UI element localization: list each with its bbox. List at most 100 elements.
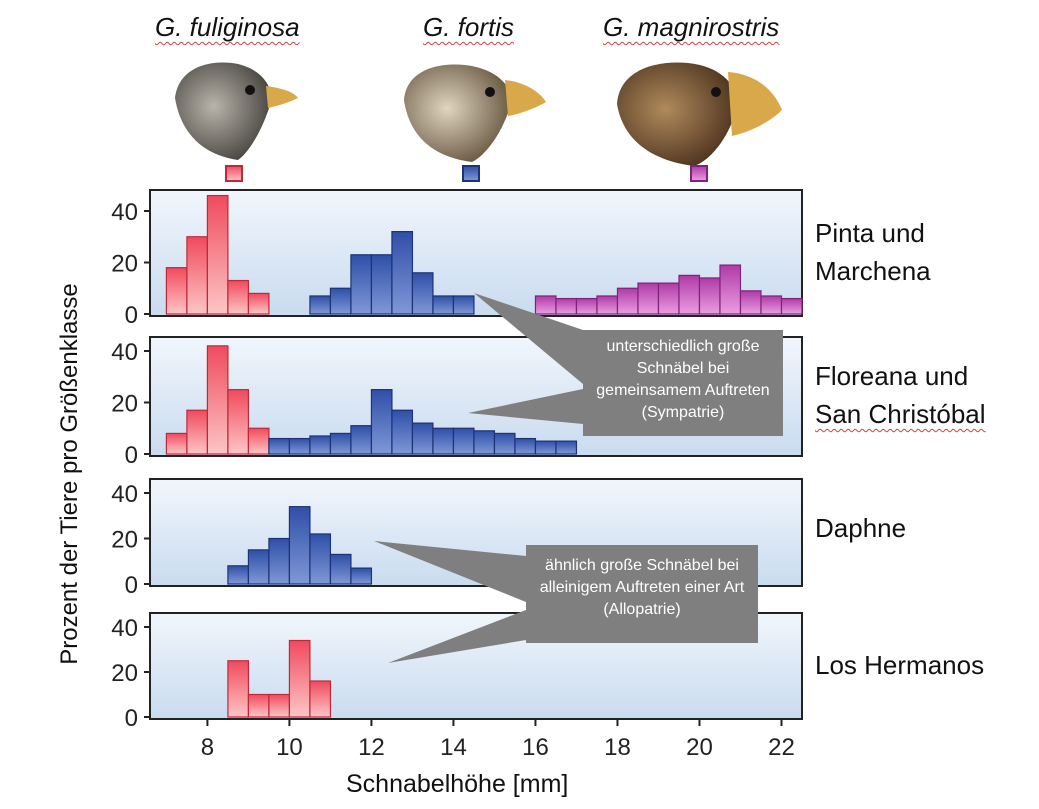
x-axis-label: Schnabelhöhe [mm] — [346, 770, 569, 798]
species-label-fuliginosa: G. fuliginosa — [155, 12, 300, 42]
histogram-bar — [534, 440, 557, 455]
island-label-pinta-marchena: Pinta und Marchena — [815, 214, 931, 290]
histogram-bar — [309, 680, 332, 718]
y-tick-label: 20 — [111, 527, 138, 554]
histogram-bar — [739, 290, 762, 315]
histogram-bar — [698, 277, 721, 315]
callout-sympatry: unterschiedlich große Schnäbel bei gemei… — [583, 330, 783, 436]
histogram-bar — [247, 292, 270, 315]
histogram-bar — [165, 267, 188, 315]
histogram-bar — [370, 254, 393, 315]
y-tick-label: 0 — [125, 572, 138, 599]
histogram-bar — [227, 389, 250, 455]
island-label-line: San Christóbal — [815, 399, 986, 429]
x-tick-label: 14 — [440, 734, 467, 761]
histogram-bar — [186, 236, 209, 315]
y-tick-label: 40 — [111, 339, 138, 366]
y-tick-label: 20 — [111, 251, 138, 278]
histogram-bar — [165, 432, 188, 455]
histogram-bar — [309, 533, 332, 585]
histogram-bar — [391, 231, 414, 315]
x-tick-label: 10 — [276, 734, 303, 761]
histogram-bar — [329, 553, 352, 585]
y-tick-label: 40 — [111, 481, 138, 508]
histogram-bar — [555, 297, 578, 315]
histogram-bar — [452, 295, 475, 315]
island-label-line: Los Hermanos — [815, 650, 985, 680]
island-label-line: Floreana und — [815, 361, 969, 391]
species-label-magnirostris: G. magnirostris — [603, 12, 780, 42]
histogram-bar — [227, 279, 250, 315]
x-tick-label: 22 — [768, 734, 795, 761]
x-tick-label: 16 — [522, 734, 549, 761]
large-ground-finch-head-icon — [617, 62, 782, 166]
x-tick-label: 20 — [686, 734, 713, 761]
histogram-bar — [288, 437, 311, 455]
histogram-bar — [555, 440, 578, 455]
x-tick-label: 12 — [358, 734, 385, 761]
callout-allopatry: ähnlich große Schnäbel bei alleinigem Au… — [526, 545, 758, 643]
island-label-line: Marchena — [815, 256, 931, 286]
histogram-bar — [309, 435, 332, 455]
histogram-bar — [370, 389, 393, 455]
histogram-bar — [493, 432, 516, 455]
histogram-bar — [678, 274, 701, 315]
histogram-bar — [534, 295, 557, 315]
island-label-floreana: Floreana und San Christóbal — [815, 357, 986, 433]
histogram-bar — [657, 282, 680, 315]
callout-pointer-sympatry-lower — [468, 389, 583, 424]
histogram-bar — [411, 272, 434, 315]
histogram-bar — [473, 430, 496, 455]
histogram-bar — [247, 693, 270, 718]
histogram-bar — [206, 345, 229, 455]
histogram-bar — [350, 567, 373, 585]
histogram-bar — [350, 254, 373, 315]
y-tick-label: 20 — [111, 660, 138, 687]
island-label-line: Daphne — [815, 513, 907, 543]
histogram-bar — [432, 427, 455, 455]
histogram-bar — [350, 425, 373, 455]
legend-swatch-gfuliginosa — [225, 165, 243, 182]
medium-ground-finch-head-icon — [404, 64, 546, 162]
histogram-bar — [268, 437, 291, 455]
small-ground-finch-head-icon — [175, 62, 298, 160]
histogram-panel: 0 20 40 — [111, 336, 803, 469]
histogram-bar — [514, 437, 537, 455]
histogram-bar — [247, 549, 270, 585]
y-axis-label: Prozent der Tiere pro Größenklasse — [56, 283, 83, 665]
histogram-bar — [227, 565, 250, 585]
y-tick-label: 0 — [125, 705, 138, 732]
histogram-bar — [637, 282, 660, 315]
histogram-bar — [329, 432, 352, 455]
y-tick-label: 40 — [111, 615, 138, 642]
callout-pointer-allopatry-lower — [388, 610, 526, 663]
histogram-bar — [288, 639, 311, 718]
legend-swatch-gfortis — [462, 165, 480, 182]
x-tick-label: 18 — [604, 734, 631, 761]
callout-pointer-sympatry — [474, 293, 583, 384]
histogram-bar — [247, 427, 270, 455]
histogram-bar — [575, 297, 598, 315]
histogram-panel: 0 20 40 — [111, 189, 803, 329]
y-tick-label: 40 — [111, 199, 138, 226]
y-tick-label: 0 — [125, 302, 138, 329]
callout-pointer-allopatry — [374, 541, 526, 602]
histogram-bar — [309, 295, 332, 315]
histogram-bar — [288, 506, 311, 585]
histogram-bar — [719, 264, 742, 315]
legend-swatch-gmagnirostris — [690, 165, 708, 182]
histogram-bar — [329, 287, 352, 315]
histogram-bar — [268, 693, 291, 718]
histogram-bar — [432, 295, 455, 315]
histogram-bar — [206, 194, 229, 315]
species-label-fortis: G. fortis — [423, 12, 515, 42]
histogram-bar — [268, 537, 291, 585]
histogram-bar — [616, 287, 639, 315]
island-label-los-hermanos: Los Hermanos — [815, 646, 984, 684]
y-tick-label: 20 — [111, 391, 138, 418]
island-label-daphne: Daphne — [815, 509, 906, 547]
histogram-bar — [227, 660, 250, 718]
histogram-bar — [760, 295, 783, 315]
histogram-bar — [452, 427, 475, 455]
